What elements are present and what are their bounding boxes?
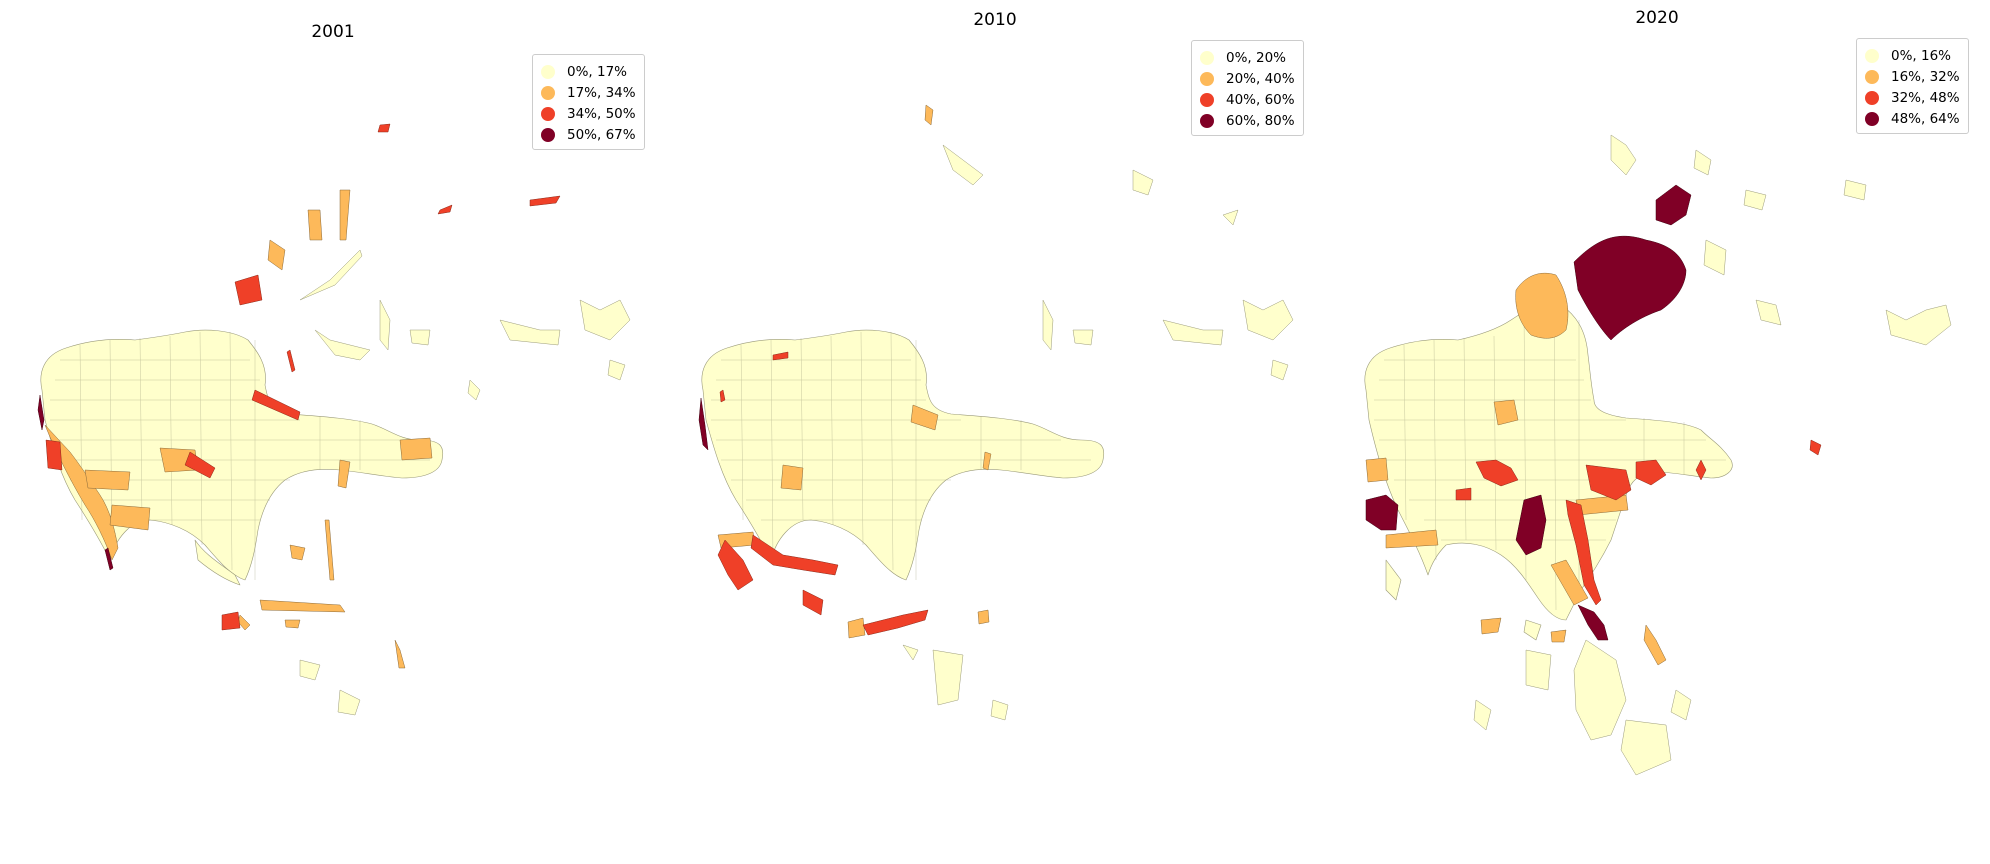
legend-item: 32%, 48% — [1865, 87, 1960, 108]
map-panel-2010: 2010 — [663, 0, 1326, 864]
band-3-zone — [717, 539, 754, 591]
band-3-zone — [719, 351, 789, 403]
band-3-zone — [221, 611, 241, 631]
band-4-zone — [698, 397, 709, 451]
choropleth-map — [1364, 134, 1952, 776]
legend-marker — [1200, 50, 1214, 65]
legend-item: 50%, 67% — [541, 124, 636, 145]
main-urban-region — [40, 329, 444, 581]
band-2-zone — [267, 189, 351, 271]
panel-title: 2001 — [311, 22, 355, 42]
band-3-zone — [802, 589, 824, 616]
band-2-zone — [910, 404, 939, 431]
map-legend: 0%, 17% 17%, 34% 34%, 50% 50%, 67% — [532, 54, 645, 150]
band-4-zone — [1515, 494, 1547, 556]
band-3-zone — [234, 274, 263, 306]
map-panel-2020: 2020 — [1326, 0, 1990, 864]
legend-marker — [1200, 113, 1214, 128]
band-3-zone — [750, 534, 839, 576]
band-3-zone — [1455, 439, 1822, 501]
band-2-zone — [259, 544, 346, 629]
band-2-zone — [1515, 272, 1569, 339]
map-legend: 0%, 16% 16%, 32% 32%, 48% 48%, 64% — [1856, 38, 1969, 134]
band-3-zone — [286, 349, 296, 373]
choropleth-map — [698, 104, 1294, 721]
legend-item: 40%, 60% — [1200, 89, 1295, 110]
band-3-zone — [1475, 459, 1519, 487]
panel-title: 2010 — [973, 10, 1017, 30]
legend-marker — [1200, 92, 1214, 107]
band-3-zone — [184, 451, 216, 479]
band-3-zone — [251, 389, 301, 421]
legend-item: 0%, 20% — [1200, 47, 1295, 68]
legend-label: 0%, 17% — [567, 63, 628, 80]
band-2-zone — [1480, 559, 1589, 643]
legend-item: 48%, 64% — [1865, 108, 1960, 129]
legend-marker — [1200, 71, 1214, 86]
legend-label: 48%, 64% — [1891, 110, 1960, 127]
band-2-zone — [924, 104, 992, 471]
legend-item: 0%, 16% — [1865, 45, 1960, 66]
band-2-zone — [1385, 529, 1667, 666]
band-4-zone — [1573, 235, 1687, 341]
legend-label: 0%, 20% — [1226, 49, 1287, 66]
legend-item: 60%, 80% — [1200, 110, 1295, 131]
legend-label: 34%, 50% — [567, 105, 636, 122]
legend-label: 17%, 34% — [567, 84, 636, 101]
panel-title: 2020 — [1635, 8, 1679, 28]
legend-label: 20%, 40% — [1226, 70, 1295, 87]
band-2-zone — [847, 609, 990, 639]
legend-item: 16%, 32% — [1865, 66, 1960, 87]
band-3-zone — [1585, 464, 1632, 501]
legend-marker — [541, 127, 555, 142]
legend-marker — [1865, 90, 1879, 105]
map-legend: 0%, 20% 20%, 40% 40%, 60% 60%, 80% — [1191, 40, 1304, 136]
legend-label: 32%, 48% — [1891, 89, 1960, 106]
band-3-zone — [862, 609, 929, 636]
legend-label: 16%, 32% — [1891, 68, 1960, 85]
southern-strip — [194, 539, 241, 586]
legend-label: 50%, 67% — [567, 126, 636, 143]
band-3-zone — [45, 439, 63, 471]
band-2-zone — [399, 437, 433, 461]
legend-label: 0%, 16% — [1891, 47, 1952, 64]
band-4-zone — [1655, 184, 1692, 226]
band-2-zone — [1493, 399, 1519, 426]
legend-label: 60%, 80% — [1226, 112, 1295, 129]
legend-marker — [541, 85, 555, 100]
band-2-zone — [84, 469, 131, 491]
legend-item: 0%, 17% — [541, 61, 636, 82]
band-2-zone — [780, 464, 804, 491]
legend-marker — [1865, 48, 1879, 63]
band-4-zone — [1577, 604, 1609, 641]
band-3-zone — [1565, 499, 1602, 606]
main-urban-region — [1364, 303, 1733, 621]
band-2-zone — [109, 504, 151, 531]
legend-item: 20%, 40% — [1200, 68, 1295, 89]
main-urban-region — [701, 329, 1105, 581]
band-4-zone — [1365, 494, 1399, 531]
legend-item: 17%, 34% — [541, 82, 636, 103]
choropleth-map — [37, 123, 631, 716]
legend-marker — [541, 106, 555, 121]
band-4-zone — [37, 394, 114, 571]
band-3-zone — [377, 123, 561, 215]
band-2-zone — [337, 459, 406, 669]
map-panel-2001: 2001 — [0, 0, 663, 864]
legend-label: 40%, 60% — [1226, 91, 1295, 108]
legend-marker — [541, 64, 555, 79]
legend-marker — [1865, 111, 1879, 126]
legend-item: 34%, 50% — [541, 103, 636, 124]
legend-marker — [1865, 69, 1879, 84]
band-3-zone — [1635, 459, 1707, 486]
